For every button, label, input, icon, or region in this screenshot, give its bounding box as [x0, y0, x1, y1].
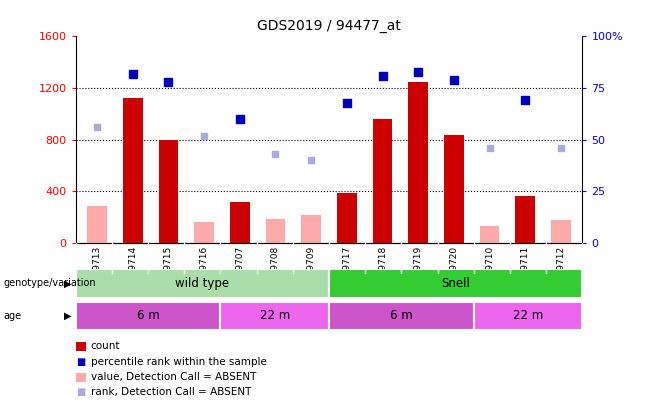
Bar	[220, 302, 329, 330]
Bar	[409, 82, 428, 243]
Text: ■: ■	[76, 388, 86, 397]
Point	[270, 151, 281, 158]
Bar	[337, 193, 357, 243]
Text: Snell: Snell	[442, 277, 470, 290]
Bar	[194, 222, 214, 243]
Point	[234, 116, 245, 122]
Bar	[88, 206, 107, 243]
Point	[92, 124, 103, 130]
Bar	[230, 202, 249, 243]
Bar	[480, 226, 499, 243]
Text: 6 m: 6 m	[137, 309, 159, 322]
Text: genotype/variation: genotype/variation	[3, 279, 96, 288]
Bar	[444, 134, 464, 243]
Text: 6 m: 6 m	[390, 309, 413, 322]
Bar	[329, 269, 582, 298]
Bar	[76, 269, 329, 298]
Text: ▶: ▶	[64, 279, 71, 288]
Title: GDS2019 / 94477_at: GDS2019 / 94477_at	[257, 19, 401, 33]
Bar	[301, 215, 321, 243]
Text: rank, Detection Call = ABSENT: rank, Detection Call = ABSENT	[91, 388, 251, 397]
Bar	[123, 98, 143, 243]
Text: 22 m: 22 m	[260, 309, 290, 322]
Point	[342, 99, 352, 106]
Text: percentile rank within the sample: percentile rank within the sample	[91, 357, 266, 367]
Point	[199, 132, 209, 139]
Text: 22 m: 22 m	[513, 309, 543, 322]
Text: age: age	[3, 311, 22, 321]
Bar	[515, 196, 535, 243]
Point	[555, 145, 566, 151]
Bar	[159, 140, 178, 243]
Bar	[372, 119, 392, 243]
Point	[520, 97, 530, 104]
Bar	[551, 220, 570, 243]
Point	[484, 145, 495, 151]
Point	[128, 70, 138, 77]
Point	[413, 68, 424, 75]
Bar	[474, 302, 582, 330]
Text: wild type: wild type	[175, 277, 230, 290]
Point	[377, 72, 388, 79]
Bar	[76, 302, 220, 330]
Point	[163, 79, 174, 85]
Text: ■: ■	[76, 357, 86, 367]
Point	[306, 157, 316, 164]
Text: ▶: ▶	[64, 311, 71, 321]
Bar	[266, 219, 286, 243]
Text: value, Detection Call = ABSENT: value, Detection Call = ABSENT	[91, 372, 256, 382]
Text: count: count	[91, 341, 120, 351]
Bar	[329, 302, 474, 330]
Point	[449, 77, 459, 83]
